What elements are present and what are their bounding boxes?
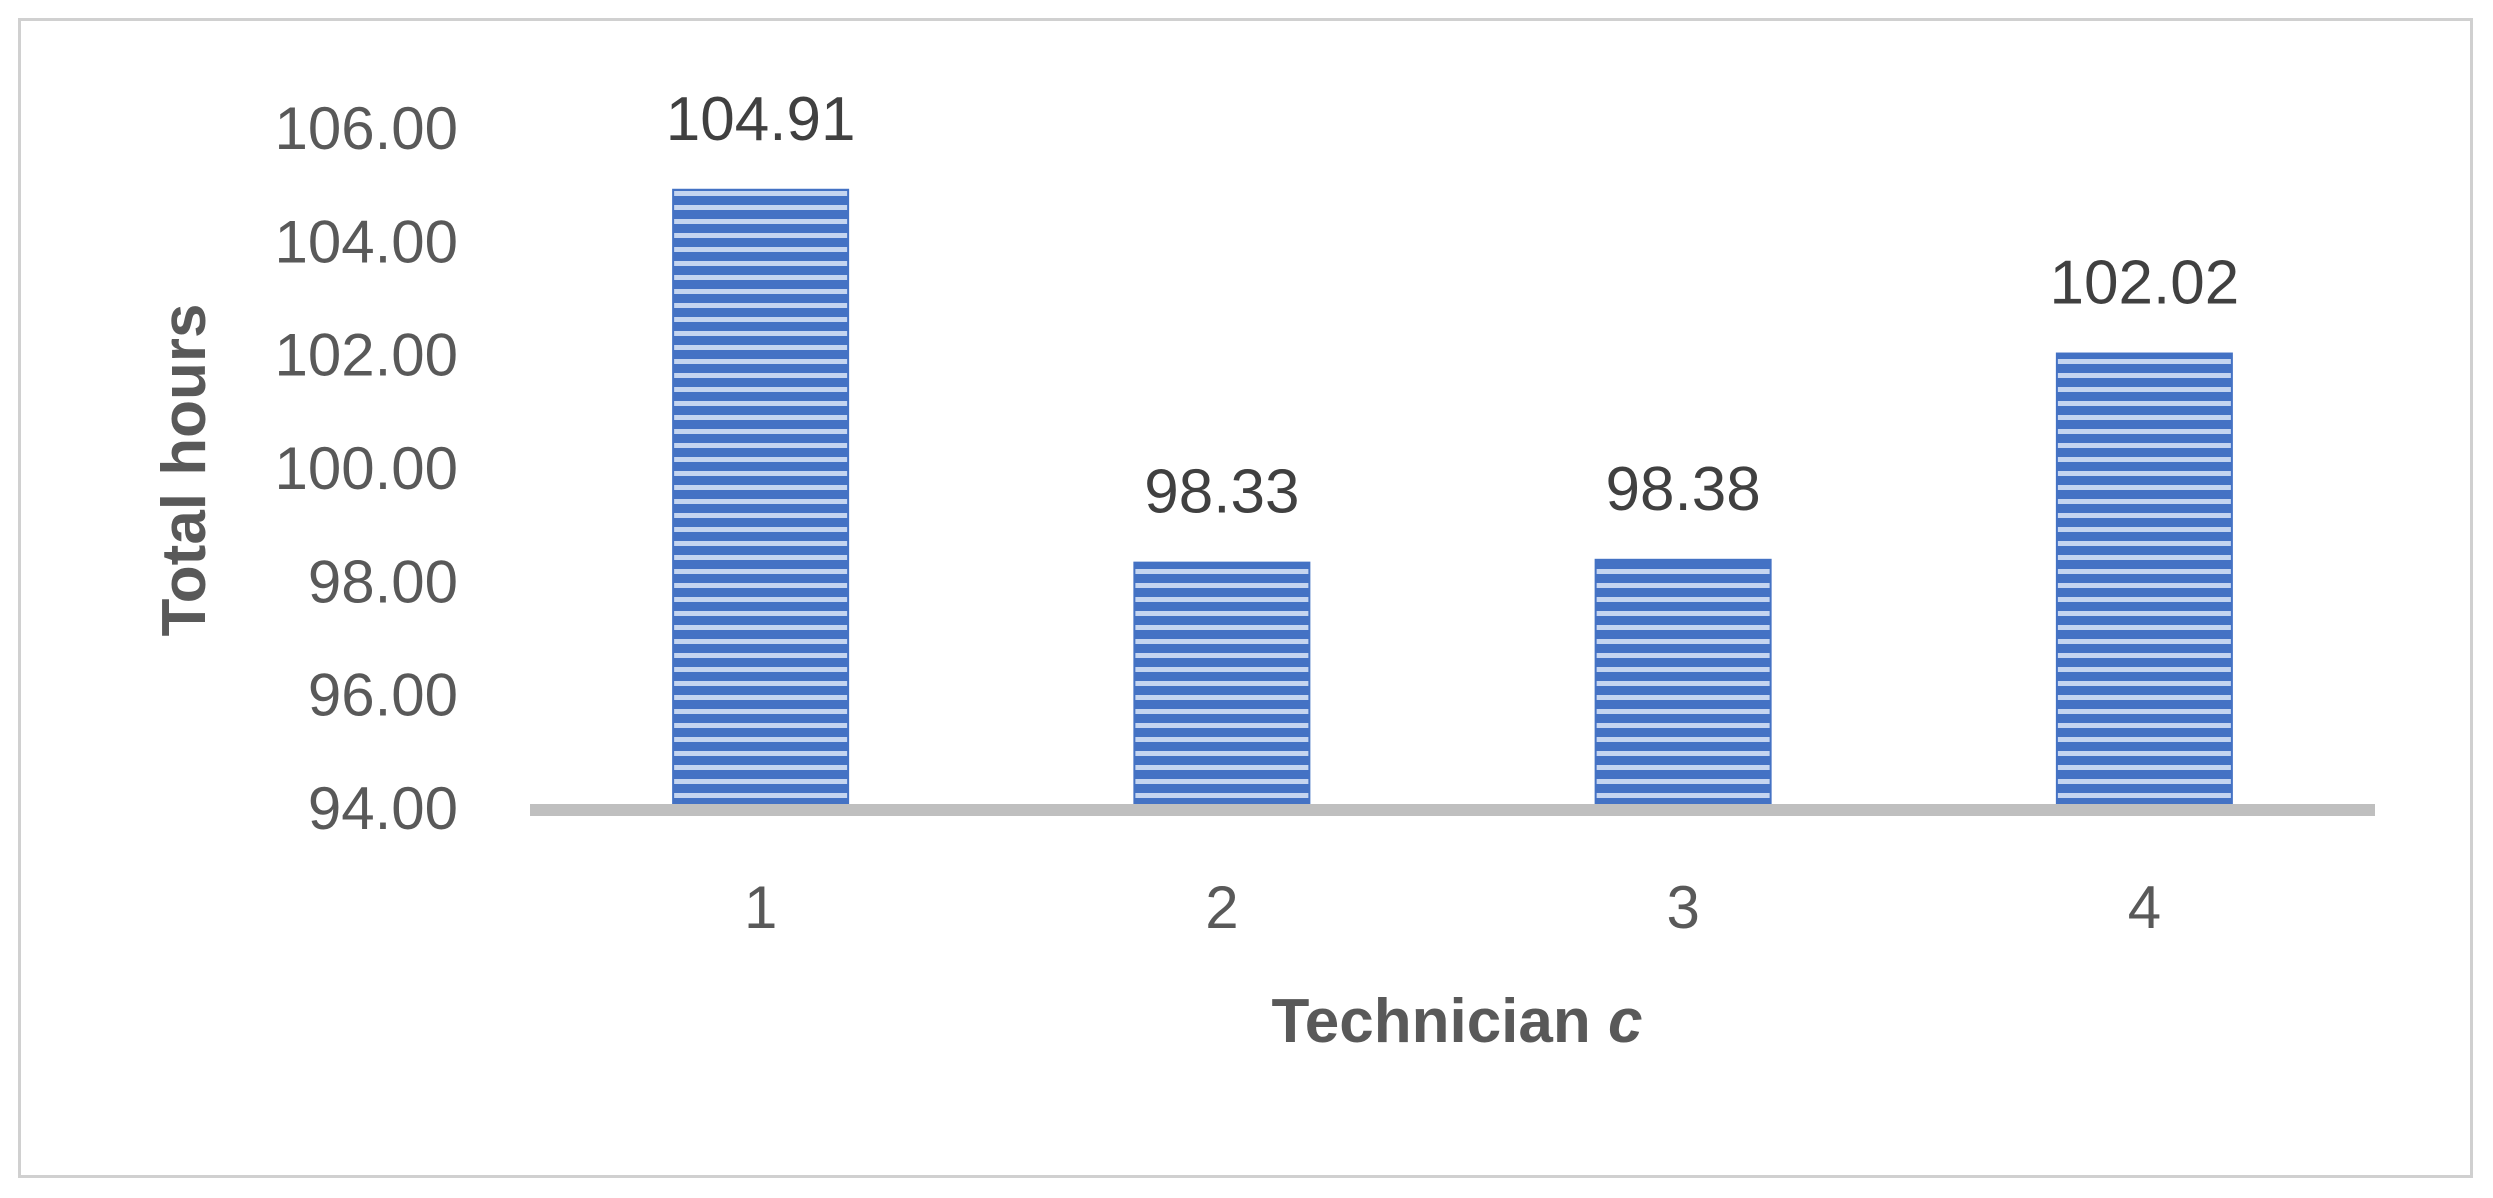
x-axis-title-text: Technician [1272, 987, 1609, 1056]
data-label: 98.33 [1144, 458, 1299, 527]
bar [1133, 561, 1311, 810]
x-axis-ticks: 1 2 3 4 [744, 874, 2161, 941]
y-tick-label: 94.00 [308, 775, 458, 842]
x-axis-title-variable: c [1608, 987, 1642, 1056]
y-tick-label: 106.00 [274, 95, 458, 162]
y-axis-title: Total hours [150, 304, 219, 637]
data-label: 98.38 [1606, 455, 1761, 524]
data-label: 102.02 [2050, 249, 2240, 318]
x-tick-label: 4 [2128, 874, 2161, 941]
y-axis-ticks: 94.00 96.00 98.00 100.00 102.00 104.00 106.00 [274, 95, 458, 842]
x-tick-label: 3 [1666, 874, 1699, 941]
data-labels: 104.91 98.33 98.38 102.02 [666, 85, 2239, 527]
y-tick-label: 100.00 [274, 435, 458, 502]
x-tick-label: 2 [1205, 874, 1238, 941]
bar [2055, 352, 2233, 809]
bars [672, 188, 2233, 810]
x-axis-title: Technician c [1272, 987, 1643, 1056]
bar [1594, 558, 1772, 809]
y-tick-label: 96.00 [308, 662, 458, 729]
x-tick-label: 1 [744, 874, 777, 941]
y-tick-label: 102.00 [274, 322, 458, 389]
data-label: 104.91 [666, 85, 856, 154]
bar [672, 188, 850, 809]
y-tick-label: 98.00 [308, 548, 458, 615]
y-tick-label: 104.00 [274, 208, 458, 275]
